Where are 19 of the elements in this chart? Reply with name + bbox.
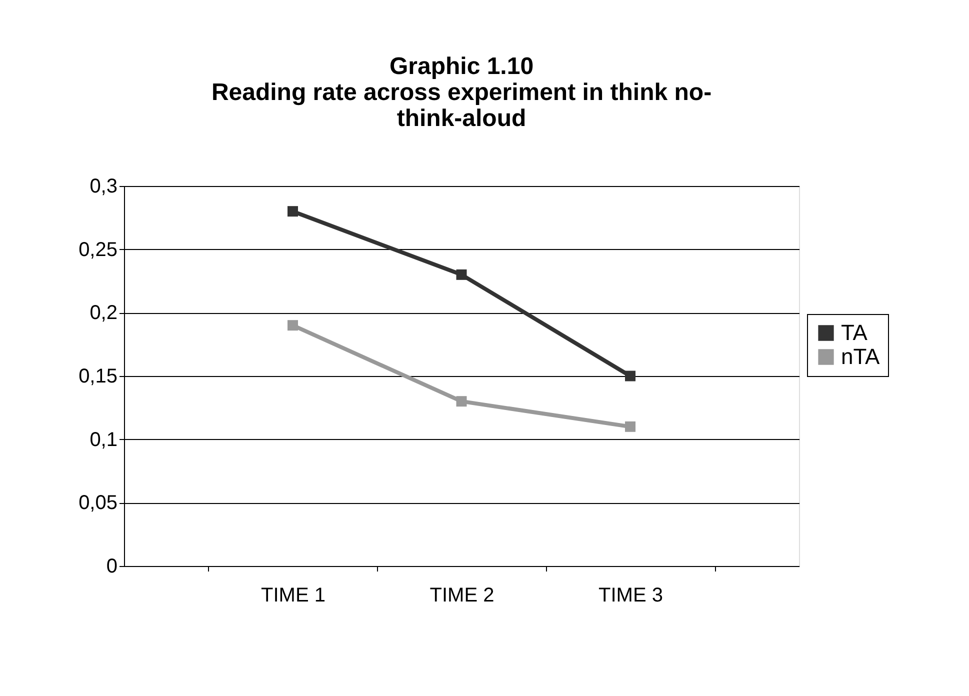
x-tick-label: TIME 1 [261, 584, 326, 606]
y-tick-label: 0,25 [78, 238, 118, 261]
point [288, 206, 298, 217]
chart-title: Graphic 1.10 Reading rate across experiment in think no- think-aloud [211, 53, 712, 132]
point [625, 370, 636, 382]
point [288, 320, 298, 331]
y-tick-label: 0,3 [90, 176, 118, 198]
y-tick-label: 0,05 [78, 492, 118, 514]
legend-label: nTA [841, 344, 880, 369]
y-tick-label: 0,15 [78, 366, 118, 388]
y-tick-label: 0,1 [90, 428, 118, 451]
x-tick-label: TIME 3 [598, 584, 663, 606]
point [456, 396, 467, 407]
point [456, 269, 467, 280]
y-tick-label: 0,2 [90, 302, 118, 324]
point [625, 421, 636, 432]
y-tick-label: 0 [106, 556, 118, 578]
x-tick-label: TIME 2 [430, 584, 494, 606]
legend-label: TA [841, 320, 868, 345]
